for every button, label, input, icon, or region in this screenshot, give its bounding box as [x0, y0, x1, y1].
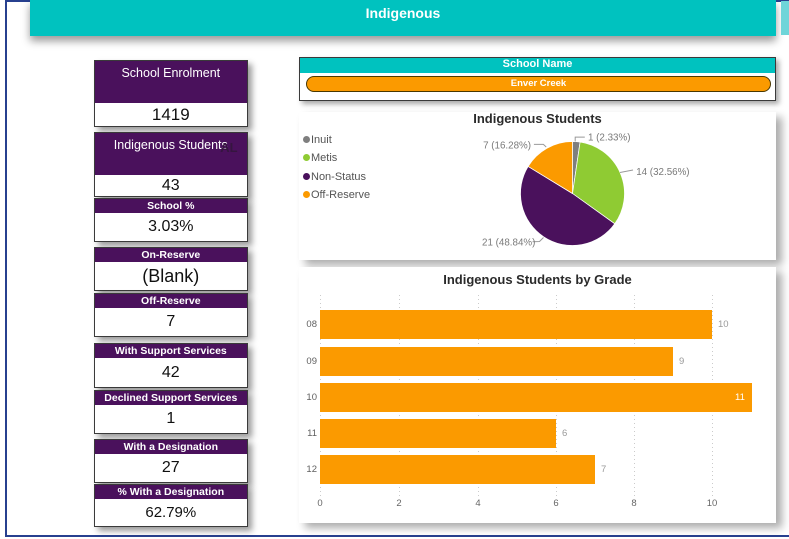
- svg-text:14 (32.56%): 14 (32.56%): [636, 167, 689, 178]
- svg-text:21 (48.84%): 21 (48.84%): [482, 238, 535, 249]
- svg-text:1 (2.33%): 1 (2.33%): [588, 133, 630, 144]
- svg-text:7 (16.28%): 7 (16.28%): [483, 141, 531, 152]
